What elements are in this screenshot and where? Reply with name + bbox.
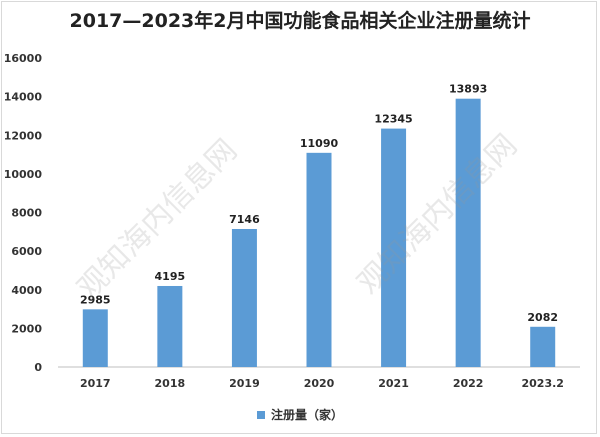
y-tick-label: 4000 [11, 284, 42, 297]
chart-title: 2017—2023年2月中国功能食品相关企业注册量统计 [69, 10, 531, 32]
x-tick-label: 2017 [80, 377, 111, 390]
y-tick-label: 8000 [11, 207, 42, 220]
x-tick-label: 2021 [378, 377, 409, 390]
data-label-2018: 4195 [155, 270, 186, 283]
y-tick-label: 2000 [11, 322, 42, 335]
bar-2018 [157, 285, 183, 367]
data-label-2022: 13893 [449, 83, 487, 96]
y-tick-label: 14000 [4, 91, 43, 104]
legend-swatch [256, 410, 265, 419]
data-label-2021: 12345 [374, 113, 412, 126]
data-label-2023.2: 2082 [527, 311, 558, 324]
bar-2021 [381, 128, 407, 367]
y-tick-label: 16000 [4, 52, 43, 65]
bar-2020 [306, 152, 332, 367]
legend: 注册量（家） [0, 406, 600, 423]
x-tick-label: 2020 [304, 377, 335, 390]
legend-label: 注册量（家） [270, 408, 343, 422]
bar-2023.2 [530, 326, 556, 367]
x-tick-label: 2019 [229, 377, 260, 390]
x-tick-label: 2022 [453, 377, 484, 390]
data-label-2019: 7146 [229, 213, 260, 226]
y-tick-label: 0 [34, 361, 42, 374]
y-tick-label: 12000 [4, 129, 43, 142]
bars [82, 98, 556, 367]
x-tick-label: 2018 [155, 377, 186, 390]
bar-2017 [82, 309, 108, 367]
bar-2022 [455, 98, 481, 367]
y-tick-label: 6000 [11, 245, 42, 258]
x-axis: 2017 2018 2019 2020 2021 2022 2023.2 [58, 366, 580, 390]
y-axis: 0 2000 4000 6000 8000 10000 12000 14000 16000 [4, 52, 43, 374]
y-tick-label: 10000 [4, 168, 43, 181]
bar-2019 [231, 228, 257, 367]
data-label-2020: 11090 [300, 137, 339, 150]
data-label-2017: 2985 [80, 293, 111, 306]
data-labels: 2985 4195 7146 11090 12345 13893 2082 [80, 83, 558, 324]
x-tick-label: 2023.2 [521, 377, 563, 390]
